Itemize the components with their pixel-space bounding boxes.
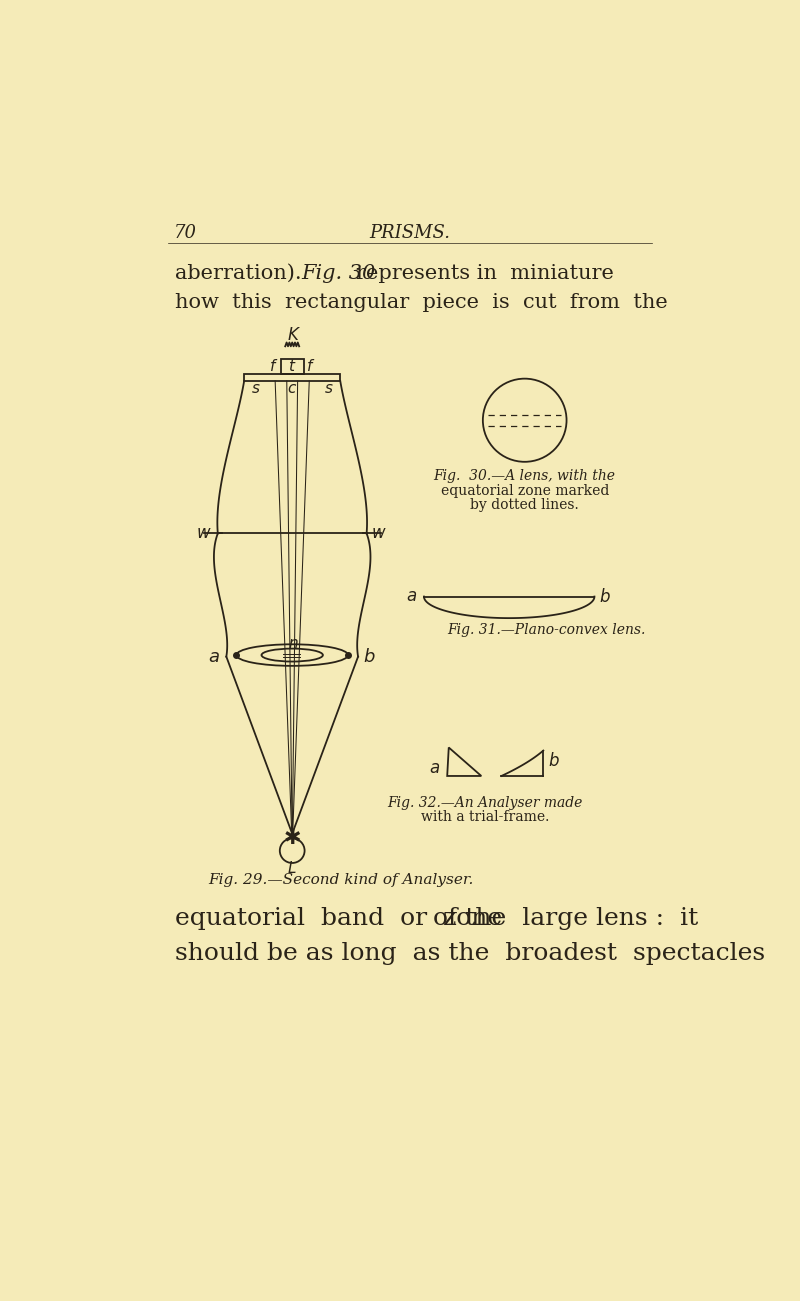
Text: PRISMS.: PRISMS. — [370, 224, 450, 242]
Text: $L$: $L$ — [287, 860, 297, 876]
Text: $w$: $w$ — [196, 524, 212, 543]
Text: by dotted lines.: by dotted lines. — [470, 498, 579, 511]
Text: $b$: $b$ — [362, 648, 375, 666]
Text: equatorial  band  or  zone: equatorial band or zone — [175, 907, 502, 930]
Text: $b$: $b$ — [599, 588, 611, 605]
Text: ✱: ✱ — [283, 829, 301, 848]
Bar — [281, 359, 304, 373]
Bar — [244, 373, 340, 381]
Text: Fig.  30.—A lens, with the: Fig. 30.—A lens, with the — [434, 468, 616, 483]
Text: $s$: $s$ — [324, 381, 334, 396]
Text: should be as long  as the  broadest  spectacles: should be as long as the broadest specta… — [175, 942, 766, 964]
Text: aberration).: aberration). — [175, 264, 322, 282]
Text: $n$: $n$ — [289, 637, 299, 652]
Text: Fig. 30: Fig. 30 — [302, 264, 376, 282]
Text: $w$: $w$ — [371, 524, 387, 543]
Text: $s$: $s$ — [251, 381, 261, 396]
Text: equatorial zone marked: equatorial zone marked — [441, 484, 609, 498]
Text: 70: 70 — [174, 224, 197, 242]
Text: $f$: $f$ — [306, 358, 315, 375]
Text: of the  large lens :  it: of the large lens : it — [434, 907, 698, 930]
Text: with a trial-frame.: with a trial-frame. — [421, 809, 550, 824]
Text: Fig. 32.—An Analyser made: Fig. 32.—An Analyser made — [387, 796, 583, 811]
Text: how  this  rectangular  piece  is  cut  from  the: how this rectangular piece is cut from t… — [175, 293, 668, 312]
Text: $K$: $K$ — [286, 327, 301, 343]
Text: Fig. 29.—Second kind of Analyser.: Fig. 29.—Second kind of Analyser. — [209, 873, 474, 887]
Text: $a$: $a$ — [430, 760, 440, 777]
Text: Fig. 31.—Plano-convex lens.: Fig. 31.—Plano-convex lens. — [447, 623, 646, 636]
Text: $c$: $c$ — [287, 381, 298, 396]
Text: $a$: $a$ — [208, 648, 220, 666]
Text: $a$: $a$ — [406, 588, 417, 605]
Text: $f$: $f$ — [269, 358, 278, 375]
Text: $t$: $t$ — [288, 358, 297, 375]
Text: represents in  miniature: represents in miniature — [356, 264, 614, 282]
Text: $b$: $b$ — [548, 752, 560, 770]
